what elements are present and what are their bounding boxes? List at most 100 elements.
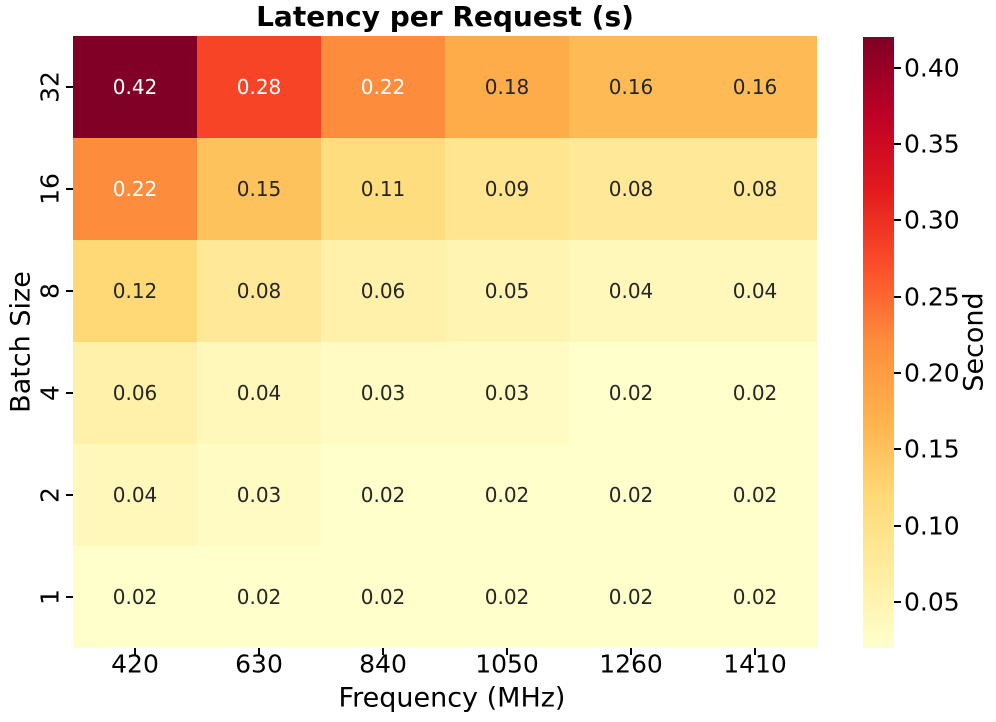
cell-value: 0.08 [236, 279, 282, 303]
heatmap-cell: 0.02 [693, 444, 817, 546]
y-tick-label: 16 [35, 173, 65, 205]
cell-value: 0.02 [608, 381, 654, 405]
heatmap-cell: 0.06 [321, 240, 445, 342]
x-tick-label: 630 [235, 649, 283, 679]
cell-value: 0.02 [360, 483, 406, 507]
cell-value: 0.12 [112, 279, 158, 303]
colorbar-tick-mark [894, 372, 901, 375]
y-axis-label: Batch Size [5, 271, 37, 413]
heatmap-cell: 0.05 [445, 240, 569, 342]
heatmap-cell: 0.04 [693, 240, 817, 342]
cell-value: 0.02 [732, 381, 778, 405]
x-tick-mark [258, 648, 260, 655]
heatmap-cell: 0.02 [693, 342, 817, 444]
cell-value: 0.08 [732, 177, 778, 201]
heatmap-cell: 0.12 [73, 240, 197, 342]
cell-value: 0.02 [608, 483, 654, 507]
heatmap-cell: 0.09 [445, 138, 569, 240]
colorbar-tick-label: 0.05 [904, 587, 960, 617]
x-tick-mark [134, 648, 136, 655]
heatmap-cell: 0.16 [569, 36, 693, 138]
colorbar-tick-mark [894, 448, 901, 451]
colorbar-tick-mark [894, 601, 901, 604]
heatmap-cell: 0.22 [73, 138, 197, 240]
cell-value: 0.11 [360, 177, 406, 201]
heatmap-cell: 0.08 [693, 138, 817, 240]
cell-value: 0.16 [608, 75, 654, 99]
colorbar-gradient [863, 37, 894, 648]
heatmap-cell: 0.08 [197, 240, 321, 342]
x-tick-label: 840 [359, 649, 407, 679]
chart-title: Latency per Request (s) [256, 0, 634, 33]
y-tick-label: 1 [35, 589, 65, 605]
y-tick-mark [66, 596, 73, 598]
cell-value: 0.28 [236, 75, 282, 99]
cell-value: 0.02 [608, 585, 654, 609]
cell-value: 0.02 [360, 585, 406, 609]
heatmap-cell: 0.42 [73, 36, 197, 138]
cell-value: 0.04 [732, 279, 778, 303]
colorbar-tick-label: 0.35 [904, 129, 960, 159]
cell-value: 0.02 [484, 483, 530, 507]
y-tick-label: 4 [35, 385, 65, 401]
heatmap-cell: 0.02 [445, 444, 569, 546]
y-tick-label: 32 [35, 71, 65, 103]
heatmap-cell: 0.16 [693, 36, 817, 138]
cell-value: 0.22 [360, 75, 406, 99]
x-tick-mark [382, 648, 384, 655]
cell-value: 0.03 [360, 381, 406, 405]
heatmap-grid: 0.42 0.28 0.22 0.18 0.16 0.16 0.22 0.15 0.11 0.09… [73, 36, 817, 648]
cell-value: 0.15 [236, 177, 282, 201]
cell-value: 0.06 [360, 279, 406, 303]
colorbar-tick-label: 0.10 [904, 511, 960, 541]
x-tick-mark [506, 648, 508, 655]
heatmap-cell: 0.02 [569, 546, 693, 648]
heatmap-cell: 0.08 [569, 138, 693, 240]
colorbar-tick-mark [894, 142, 901, 145]
cell-value: 0.16 [732, 75, 778, 99]
heatmap-cell: 0.03 [321, 342, 445, 444]
cell-value: 0.02 [732, 483, 778, 507]
heatmap-cell: 0.04 [197, 342, 321, 444]
colorbar-tick-label: 0.20 [904, 358, 960, 388]
colorbar-tick-label: 0.30 [904, 205, 960, 235]
cell-value: 0.03 [236, 483, 282, 507]
y-tick-mark [66, 392, 73, 394]
y-tick-label: 2 [35, 487, 65, 503]
x-tick-mark [754, 648, 756, 655]
cell-value: 0.18 [484, 75, 530, 99]
heatmap-cell: 0.02 [569, 444, 693, 546]
heatmap-cell: 0.06 [73, 342, 197, 444]
y-tick-label: 8 [35, 283, 65, 299]
heatmap-cell: 0.02 [321, 546, 445, 648]
heatmap-cell: 0.02 [445, 546, 569, 648]
colorbar-tick-label: 0.25 [904, 282, 960, 312]
heatmap-cell: 0.02 [693, 546, 817, 648]
cell-value: 0.02 [484, 585, 530, 609]
cell-value: 0.05 [484, 279, 530, 303]
y-tick-mark [66, 86, 73, 88]
heatmap-cell: 0.02 [569, 342, 693, 444]
y-tick-mark [66, 290, 73, 292]
heatmap-cell: 0.18 [445, 36, 569, 138]
heatmap-cell: 0.28 [197, 36, 321, 138]
cell-value: 0.04 [112, 483, 158, 507]
x-tick-label: 1410 [723, 649, 787, 679]
heatmap-cell: 0.04 [569, 240, 693, 342]
x-axis-label: Frequency (MHz) [338, 682, 566, 714]
cell-value: 0.06 [112, 381, 158, 405]
cell-value: 0.03 [484, 381, 530, 405]
cell-value: 0.04 [608, 279, 654, 303]
colorbar-tick-label: 0.40 [904, 53, 960, 83]
heatmap-cell: 0.11 [321, 138, 445, 240]
colorbar-tick-mark [894, 219, 901, 222]
heatmap-cell: 0.03 [445, 342, 569, 444]
x-tick-label: 1260 [599, 649, 663, 679]
cell-value: 0.08 [608, 177, 654, 201]
heatmap-cell: 0.04 [73, 444, 197, 546]
colorbar-tick-mark [894, 295, 901, 298]
cell-value: 0.02 [732, 585, 778, 609]
cell-value: 0.02 [112, 585, 158, 609]
heatmap-cell: 0.03 [197, 444, 321, 546]
